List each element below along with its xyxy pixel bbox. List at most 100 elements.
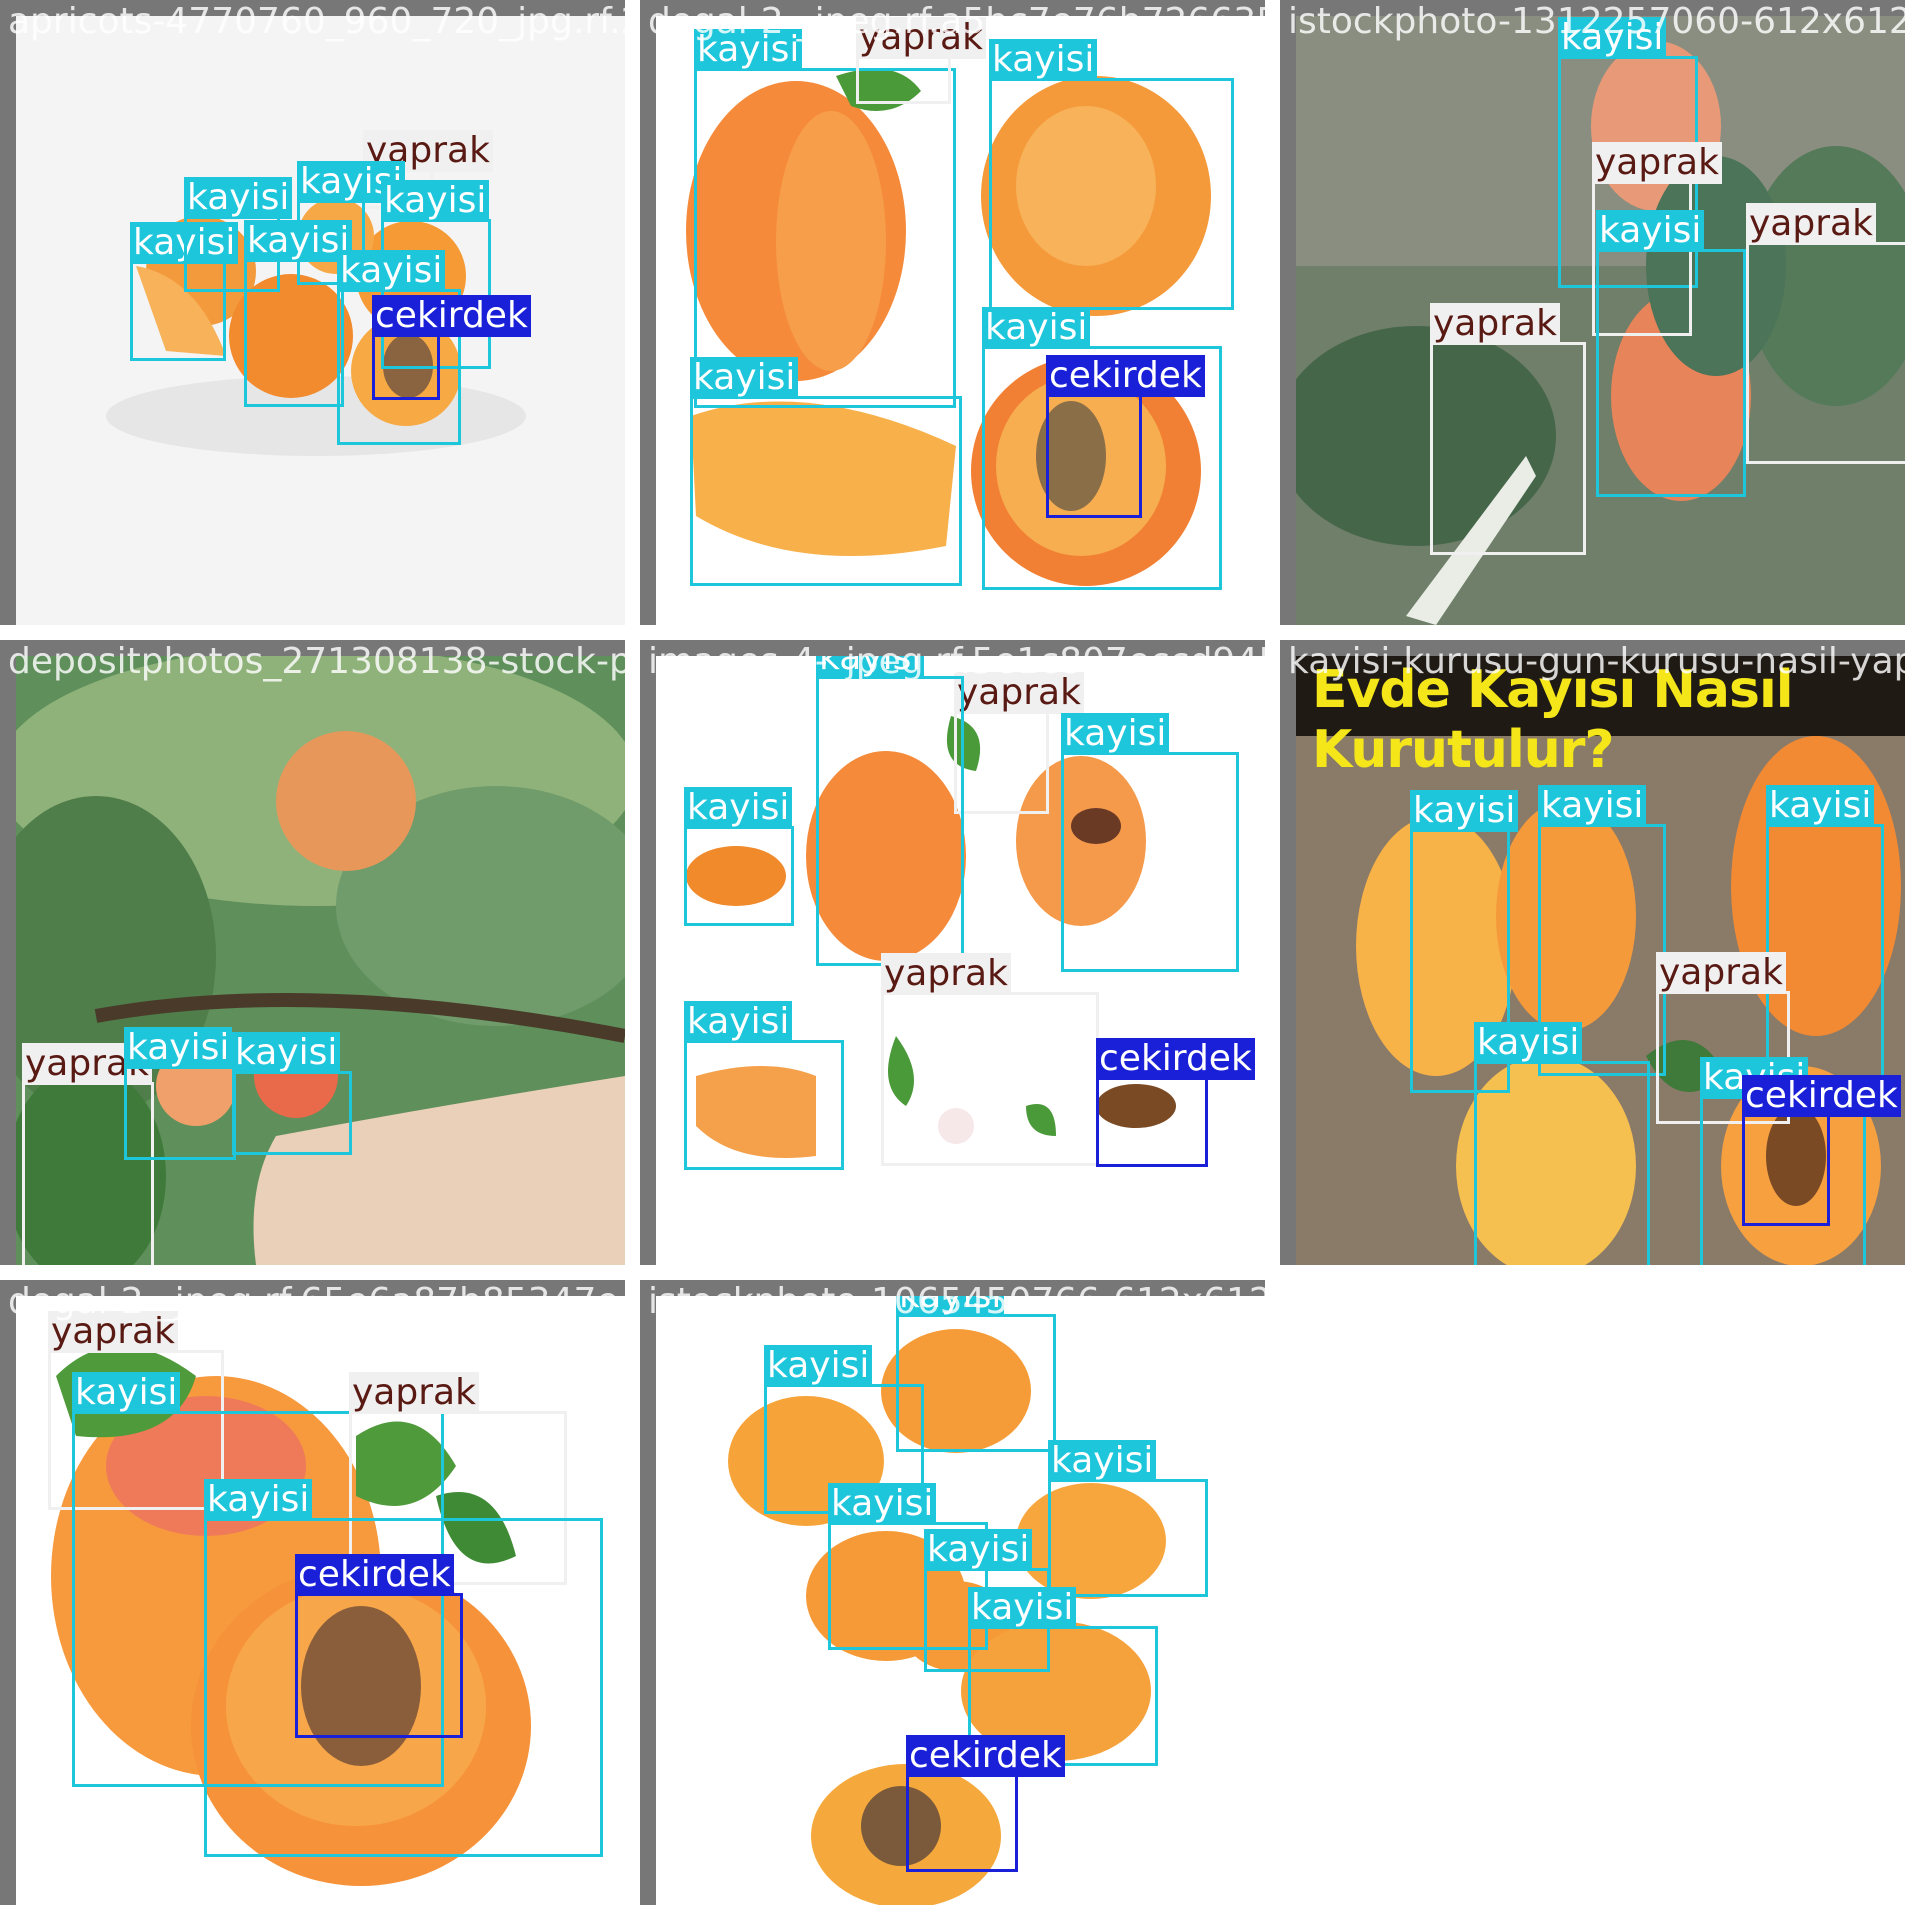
image-panel: kayisi yaprak kayisi yaprak yaprak [1296,16,1905,625]
detection-label: kayisi [896,1296,1005,1317]
image-panel: Evde Kayısı Nasıl Kurutulur? kayisi kayi… [1296,656,1905,1265]
detection-box-kayisi: kayisi [1596,210,1746,497]
image-filename: istockphoto-1065450766-612x612_jpg.rf.3a [648,1281,1265,1322]
detection-label: kayisi [690,357,799,399]
detection-box-cekirdek: cekirdek [372,295,531,400]
detection-box-kayisi: kayisi [1766,785,1884,1086]
image-filename: dogal-2-_jpeg.rf.a5bc7e76b726635ff5e232 [648,1,1265,42]
image-filename: dogal-2-_jpeg.rf.65e6a87b85347e4 [8,1281,625,1322]
detection-label: yaprak [1430,303,1560,345]
detection-box-yaprak: yaprak [1592,142,1722,336]
detection-box-yaprak: yaprak [1746,203,1905,464]
detection-box-kayisi: kayisi [184,177,293,292]
detection-box-kayisi: kayisi [896,1296,1056,1452]
detection-label: cekirdek [1742,1075,1901,1117]
detection-box-yaprak: yaprak [349,1372,567,1585]
detection-box-cekirdek: cekirdek [906,1735,1065,1872]
detection-box-kayisi: kayisi [828,1483,988,1650]
detection-box-kayisi: kayisi [337,250,461,445]
detection-label: kayisi [764,1345,873,1387]
detection-label: yaprak [1592,142,1722,184]
detection-box-yaprak: yaprak [1430,303,1586,555]
detection-box-kayisi: kayisi [124,1027,236,1160]
image-tile-4: yaprak kayisi kayisi depositphotos_27130… [0,640,625,1265]
detection-label: cekirdek [906,1735,1065,1777]
detection-box-yaprak: yaprak [856,17,986,104]
detection-label: kayisi [1596,210,1705,252]
detection-label: kayisi [1048,1440,1157,1482]
detection-box-kayisi: kayisi [1048,1440,1208,1597]
detection-box-kayisi: kayisi [694,29,956,408]
detection-label: kayisi [204,1479,313,1521]
detection-label: kayisi [694,29,803,71]
detection-label: kayisi [337,250,446,292]
detection-box-kayisi: kayisi [982,307,1222,590]
detection-label: yaprak [856,17,986,59]
detection-label: kayisi [1766,785,1875,827]
detection-box-cekirdek: cekirdek [1046,355,1205,518]
detection-label: yaprak [48,1311,178,1353]
detection-box-kayisi: kayisi [381,180,491,369]
image-tile-8: kayisi kayisi kayisi kayisi kayisi kayis… [640,1280,1265,1905]
detection-label: kayisi [968,1587,1077,1629]
detection-label: cekirdek [1096,1038,1255,1080]
detection-box-kayisi: kayisi [684,1001,844,1170]
detection-label: cekirdek [372,295,531,337]
detection-label: kayisi [124,1027,233,1069]
detection-box-cekirdek: cekirdek [295,1554,463,1738]
image-panel: yaprak kayisi kayisi [16,656,625,1265]
detection-box-kayisi: kayisi [684,787,794,926]
detection-box-kayisi: kayisi [1538,785,1666,1076]
detection-label: yaprak [954,672,1084,714]
detection-label: kayisi [989,39,1098,81]
detection-box-kayisi: kayisi [72,1372,444,1787]
image-panel: kayisi kayisi yaprak kayisi kayisi kayis… [16,16,625,625]
detection-label: kayisi [72,1372,181,1414]
detection-label: kayisi [1538,785,1647,827]
apricot-halves-image [656,16,1265,625]
image-filename: images-4-_jpeg.rf.5e1c807eccd945e3f27384 [648,641,1265,682]
detection-box-kayisi: kayisi [1061,713,1239,972]
detection-box-yaprak: yaprak [1656,952,1790,1124]
detection-box-kayisi: kayisi [1474,1022,1650,1265]
detection-label: kayisi [828,1483,937,1525]
detection-label: yaprak [1656,952,1786,994]
image-tile-2: kayisi yaprak kayisi kayisi kayisi cekir… [640,0,1265,625]
detection-box-kayisi: kayisi [244,220,353,407]
detection-label: kayisi [1410,790,1519,832]
detection-box-kayisi: kayisi [816,656,964,966]
detection-label: kayisi [982,307,1091,349]
image-filename: depositphotos_271308138-stock-photo-ripe [8,641,625,682]
image-filename: istockphoto-1312257060-612x612_jpg [1288,1,1905,42]
image-tile-7: yaprak kayisi yaprak kayisi cekirdek dog… [0,1280,625,1905]
detection-box-kayisi: kayisi [232,1032,352,1155]
detection-label: kayisi [232,1032,341,1074]
detection-box-kayisi: kayisi [1410,790,1519,1093]
detection-label: cekirdek [1046,355,1205,397]
image-panel: kayisi kayisi kayisi kayisi kayisi kayis… [656,1296,1265,1905]
image-tile-6: Evde Kayısı Nasıl Kurutulur? kayisi kayi… [1280,640,1905,1265]
detection-label: kayisi [244,220,353,262]
image-filename: kayisi-kurusu-gun-kurusu-nasil-yapilir- [1288,641,1905,682]
detection-label: kayisi [1558,17,1667,59]
detection-box-cekirdek: cekirdek [1096,1038,1255,1167]
detection-label: yaprak [1746,203,1876,245]
image-tile-3: kayisi yaprak kayisi yaprak yaprak istoc… [1280,0,1905,625]
detection-label: kayisi [1061,713,1170,755]
detection-box-kayisi: kayisi [690,357,962,586]
article-banner-title: Evde Kayısı Nasıl Kurutulur? [1312,660,1794,780]
detection-label: kayisi [684,787,793,829]
image-panel: kayisi yaprak kayisi kayisi yaprak kayis… [656,656,1265,1265]
detection-box-yaprak: yaprak [954,672,1084,814]
image-tile-1: kayisi kayisi yaprak kayisi kayisi kayis… [0,0,625,625]
detection-label: kayisi [684,1001,793,1043]
detection-label: yaprak [881,953,1011,995]
image-panel: kayisi yaprak kayisi kayisi kayisi cekir… [656,16,1265,625]
detection-label: kayisi [381,180,490,222]
detection-box-yaprak: yaprak [881,953,1099,1166]
detection-box-kayisi: kayisi [204,1479,603,1857]
image-panel: yaprak kayisi yaprak kayisi cekirdek [16,1296,625,1905]
detection-label: kayisi [1474,1022,1583,1064]
detection-box-cekirdek: cekirdek [1742,1075,1901,1226]
detection-box-yaprak: yaprak [48,1311,224,1510]
